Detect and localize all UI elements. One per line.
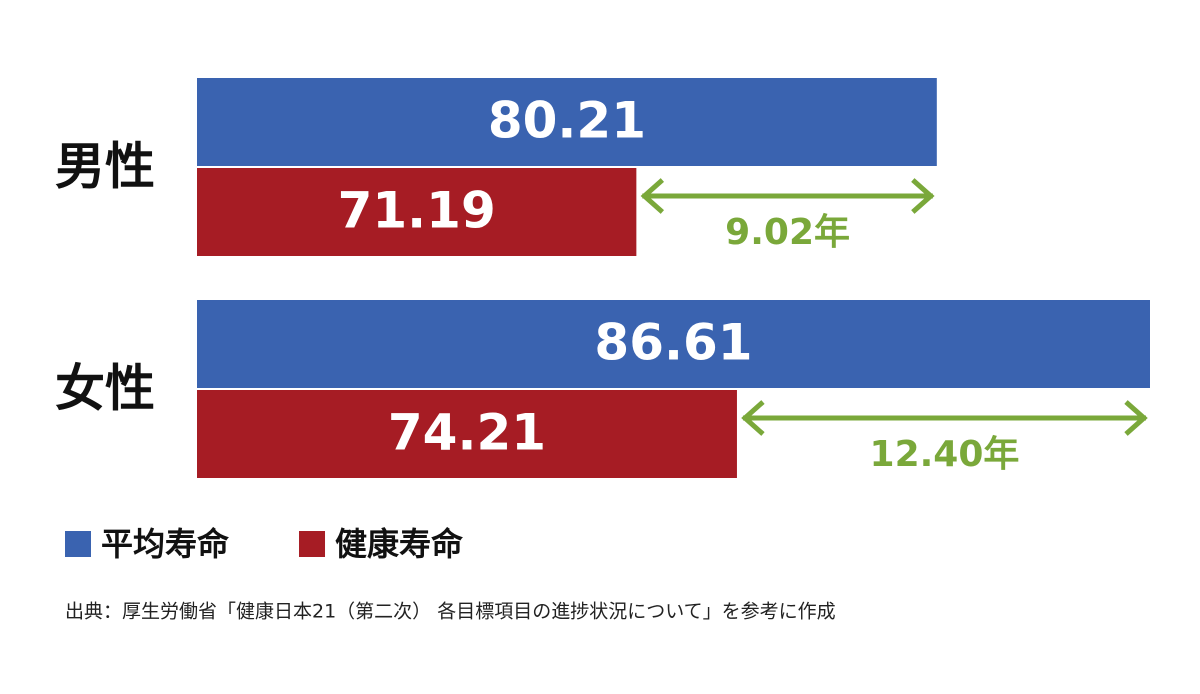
- bar: [197, 78, 937, 166]
- legend-swatch: [299, 531, 326, 557]
- legend-label: 平均寿命: [101, 525, 230, 563]
- arrow-head: [1124, 400, 1148, 436]
- legend-swatch: [65, 531, 91, 557]
- value-label: 86.61: [594, 314, 752, 372]
- annotation: 9.02年: [725, 212, 850, 253]
- annotation: 12.40年: [870, 434, 1020, 475]
- category-label: 男性: [55, 138, 155, 196]
- arrow-head: [911, 178, 935, 214]
- source: 出典：厚生労働省「健康日本21（第二次） 各目標項目の進捗状況について」を参考に…: [65, 601, 836, 623]
- bar: [197, 390, 737, 478]
- category-label: 女性: [55, 360, 155, 418]
- arrow-head: [741, 400, 765, 436]
- bar: [197, 168, 637, 256]
- value-label: 80.21: [488, 92, 646, 150]
- arrow-head: [640, 178, 665, 214]
- value-label: 71.19: [338, 182, 496, 240]
- value-label: 74.21: [388, 404, 546, 462]
- legend-label: 健康寿命: [335, 525, 464, 563]
- bar: [197, 300, 1150, 388]
